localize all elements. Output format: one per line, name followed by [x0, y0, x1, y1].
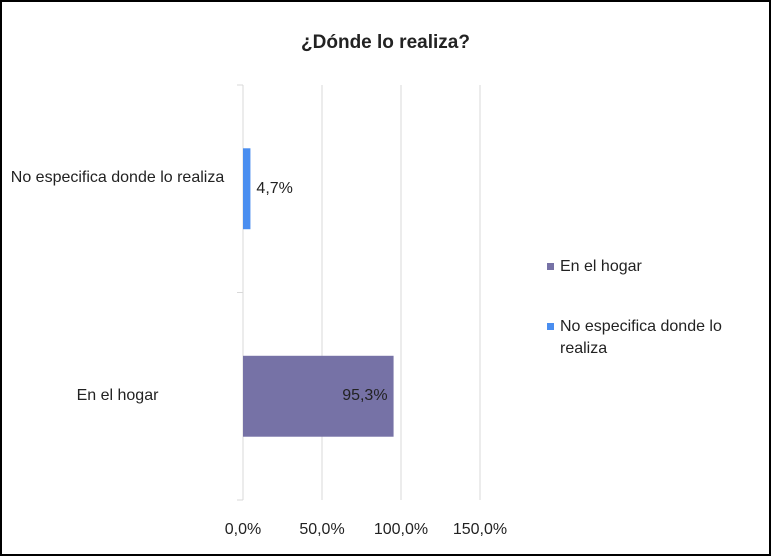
category-label: No especifica donde lo realiza — [10, 168, 225, 186]
legend-label: No especifica donde lo realiza — [560, 318, 722, 357]
legend-swatch — [547, 323, 554, 330]
x-tick-label: 150,0% — [452, 521, 508, 538]
bar — [243, 355, 394, 437]
bar — [243, 148, 251, 230]
chart-title: ¿Dónde lo realiza? — [301, 32, 470, 53]
legend-swatch — [547, 263, 554, 270]
legend-label: En el hogar — [560, 258, 642, 275]
x-tick-label: 0,0% — [224, 521, 262, 538]
value-label: 4,7% — [256, 179, 293, 197]
category-label: En el hogar — [76, 387, 159, 405]
x-tick-label: 100,0% — [373, 521, 429, 538]
value-label: 95,3% — [342, 387, 388, 405]
x-tick-label: 50,0% — [299, 521, 345, 538]
